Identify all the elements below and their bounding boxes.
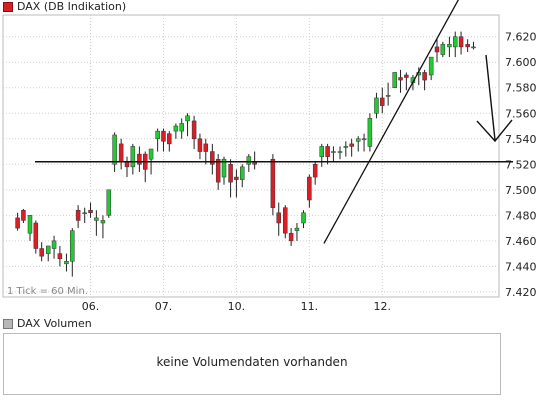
candle-body: [337, 151, 343, 153]
y-tick-label: 7.560: [505, 107, 537, 120]
y-tick-label: 7.460: [505, 235, 537, 248]
candle-body: [215, 158, 221, 183]
candle-body: [440, 44, 446, 55]
candle-body: [112, 134, 117, 165]
candle-body: [385, 95, 391, 97]
legend-volume: DAX Volumen: [3, 317, 92, 330]
y-tick-label: 7.420: [505, 286, 537, 299]
volume-message: keine Volumendaten vorhanden: [156, 355, 348, 369]
candle-body: [88, 209, 93, 214]
y-tick-label: 7.500: [505, 184, 537, 197]
candle-body: [374, 97, 379, 114]
candle-body: [398, 77, 403, 81]
candle-body: [301, 212, 306, 224]
candle-body: [343, 146, 349, 148]
legend-main: DAX (DB Indikation): [3, 0, 126, 13]
candle-body: [45, 245, 51, 254]
candle-body: [246, 156, 252, 165]
candle-body: [307, 176, 312, 201]
candle-body: [458, 36, 464, 48]
x-tick-label: 06.: [82, 300, 100, 312]
candle-body: [294, 227, 300, 231]
y-tick-label: 7.600: [505, 56, 537, 69]
candle-body: [39, 248, 44, 257]
candle-body: [319, 146, 325, 157]
candle-body: [185, 115, 190, 122]
candle-body: [82, 212, 87, 215]
candle-body: [173, 125, 179, 132]
candle-body: [70, 230, 75, 262]
candle-body: [221, 158, 227, 178]
candle-body: [179, 123, 184, 132]
candle-body: [64, 261, 69, 265]
candle-body: [404, 74, 409, 78]
candle-body: [57, 253, 63, 259]
y-tick-label: 7.520: [505, 158, 537, 171]
candle-body: [191, 120, 197, 140]
candle-body: [33, 222, 39, 249]
x-tick-label: 10.: [228, 300, 246, 312]
candle-body: [239, 166, 245, 180]
legend-volume-label: DAX Volumen: [17, 317, 92, 330]
candle-body: [155, 130, 160, 140]
candle-body: [51, 240, 57, 249]
y-tick-label: 7.480: [505, 209, 537, 222]
legend-main-swatch: [3, 1, 13, 12]
candle-body: [210, 151, 215, 165]
y-tick-label: 7.540: [505, 133, 537, 146]
candle-body: [94, 217, 99, 221]
candle-body: [283, 207, 288, 234]
legend-main-label: DAX (DB Indikation): [17, 0, 127, 13]
candle-body: [118, 143, 124, 162]
volume-panel: keine Volumendaten vorhanden: [3, 333, 501, 395]
y-tick-label: 7.620: [505, 31, 537, 44]
candle-body: [349, 143, 354, 147]
candle-body: [106, 189, 112, 216]
candle-body: [100, 220, 106, 224]
candle-body: [380, 97, 385, 106]
x-tick-label: 07.: [155, 300, 173, 312]
candle-body: [434, 46, 440, 53]
candle-body: [367, 118, 373, 147]
trend-line: [323, 0, 459, 244]
candle-body: [270, 158, 276, 208]
y-tick-label: 7.440: [505, 260, 537, 273]
candle-body: [276, 212, 281, 224]
candle-body: [312, 164, 318, 178]
candle-body: [197, 138, 203, 152]
arrow-head: [476, 119, 513, 143]
y-tick-label: 7.580: [505, 82, 537, 95]
candle-body: [392, 72, 397, 88]
candle-body: [203, 143, 209, 152]
candle-body: [288, 232, 294, 242]
candle-body: [15, 217, 20, 229]
tick-note: 1 Tick = 60 Min.: [7, 286, 88, 297]
plot-frame: [2, 14, 500, 298]
arrow-shaft: [485, 54, 496, 141]
candle-body: [452, 36, 458, 48]
candle-body: [355, 138, 361, 142]
candle-body: [228, 164, 233, 183]
candle-body: [75, 209, 81, 221]
candle-body: [130, 146, 136, 168]
legend-volume-swatch: [3, 318, 13, 329]
candle-body: [137, 153, 142, 165]
candle-body: [325, 146, 330, 157]
candle-body: [27, 215, 33, 234]
x-tick-label: 12.: [374, 300, 392, 312]
candle-body: [234, 176, 239, 180]
candle-body: [21, 209, 26, 221]
candle-body: [148, 148, 154, 160]
candle-body: [447, 44, 452, 48]
candle-body: [161, 130, 166, 142]
price-chart: 7.420 7.440 7.460 7.480 7.500 7.520 7.540 7.560…: [2, 0, 537, 312]
x-tick-label: 11.: [301, 300, 319, 312]
candle-body: [471, 46, 476, 49]
candle-body: [167, 133, 172, 145]
candle-body: [361, 138, 367, 141]
candle-body: [331, 151, 336, 153]
candle-body: [428, 56, 434, 76]
candle-body: [422, 72, 427, 81]
candle-body: [465, 44, 470, 48]
